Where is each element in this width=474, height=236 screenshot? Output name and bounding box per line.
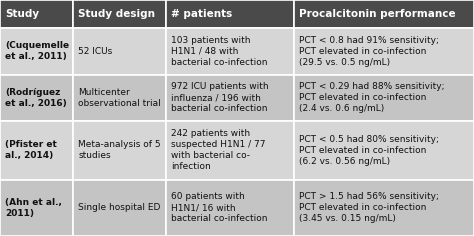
- Bar: [166, 0, 294, 28]
- Text: Study: Study: [5, 9, 39, 19]
- Bar: [0, 28, 73, 75]
- Bar: [73, 180, 166, 236]
- Bar: [0, 0, 73, 28]
- Text: 103 patients with
H1N1 / 48 with
bacterial co-infection: 103 patients with H1N1 / 48 with bacteri…: [171, 36, 267, 67]
- Bar: [73, 75, 166, 121]
- Bar: [166, 75, 294, 121]
- Bar: [0, 180, 73, 236]
- Text: PCT > 1.5 had 56% sensitivity;
PCT elevated in co-infection
(3.45 vs. 0.15 ng/mL: PCT > 1.5 had 56% sensitivity; PCT eleva…: [299, 192, 439, 223]
- Text: 972 ICU patients with
influenza / 196 with
bacterial co-infection: 972 ICU patients with influenza / 196 wi…: [171, 82, 269, 114]
- Text: PCT < 0.5 had 80% sensitivity;
PCT elevated in co-infection
(6.2 vs. 0.56 ng/mL): PCT < 0.5 had 80% sensitivity; PCT eleva…: [299, 135, 439, 166]
- Text: PCT < 0.8 had 91% sensitivity;
PCT elevated in co-infection
(29.5 vs. 0.5 ng/mL): PCT < 0.8 had 91% sensitivity; PCT eleva…: [299, 36, 439, 67]
- Bar: [166, 121, 294, 180]
- Text: (Cuquemelle
et al., 2011): (Cuquemelle et al., 2011): [5, 41, 69, 62]
- Text: Multicenter
observational trial: Multicenter observational trial: [79, 88, 161, 108]
- Text: Procalcitonin performance: Procalcitonin performance: [299, 9, 456, 19]
- Text: (Rodríguez
et al., 2016): (Rodríguez et al., 2016): [5, 88, 67, 108]
- Bar: [73, 0, 166, 28]
- Bar: [294, 75, 474, 121]
- Bar: [294, 180, 474, 236]
- Text: 60 patients with
H1N1/ 16 with
bacterial co-infection: 60 patients with H1N1/ 16 with bacterial…: [171, 192, 267, 223]
- Text: Single hospital ED: Single hospital ED: [79, 203, 161, 212]
- Text: PCT < 0.29 had 88% sensitivity;
PCT elevated in co-infection
(2.4 vs. 0.6 ng/mL): PCT < 0.29 had 88% sensitivity; PCT elev…: [299, 82, 445, 114]
- Text: Meta-analysis of 5
studies: Meta-analysis of 5 studies: [79, 140, 161, 160]
- Bar: [294, 121, 474, 180]
- Text: Study design: Study design: [79, 9, 155, 19]
- Bar: [166, 180, 294, 236]
- Bar: [0, 75, 73, 121]
- Bar: [0, 121, 73, 180]
- Bar: [166, 28, 294, 75]
- Text: 52 ICUs: 52 ICUs: [79, 47, 113, 56]
- Text: (Pfister et
al., 2014): (Pfister et al., 2014): [5, 140, 57, 160]
- Bar: [73, 28, 166, 75]
- Bar: [73, 121, 166, 180]
- Bar: [294, 0, 474, 28]
- Text: # patients: # patients: [171, 9, 232, 19]
- Text: 242 patients with
suspected H1N1 / 77
with bacterial co-
infection: 242 patients with suspected H1N1 / 77 wi…: [171, 129, 265, 171]
- Text: (Ahn et al.,
2011): (Ahn et al., 2011): [5, 198, 62, 218]
- Bar: [294, 28, 474, 75]
